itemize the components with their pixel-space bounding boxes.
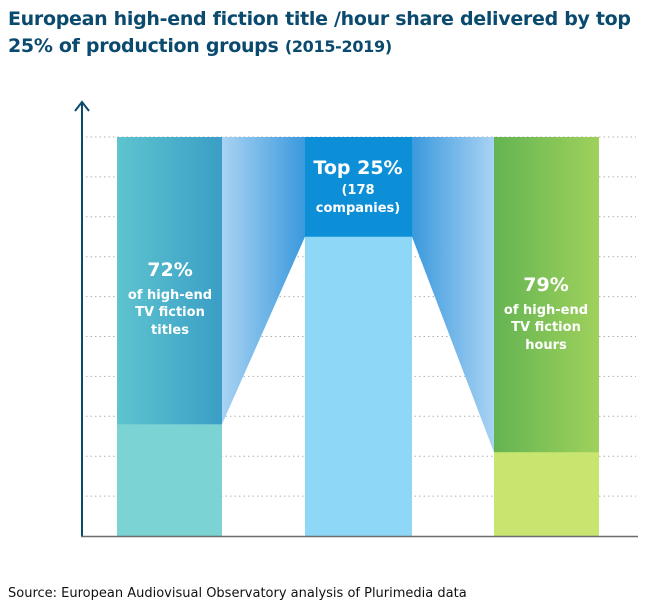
bar-production-groups (305, 137, 412, 536)
label-titles-line2: TV fiction (135, 305, 205, 320)
label-hours-pct: 79% (523, 274, 568, 296)
bar-production-groups-top-share (305, 137, 412, 237)
funnels (222, 137, 494, 453)
label-hours-line3: hours (525, 338, 567, 353)
chart-title-main: European high-end fiction title /hour sh… (8, 8, 631, 57)
y-axis-arrow-icon (74, 100, 90, 112)
funnel-hours (412, 137, 494, 453)
label-top-line2: companies) (316, 201, 400, 216)
label-hours-line1: of high-end (504, 303, 588, 318)
bar-hours-top-share (494, 137, 599, 453)
label-titles-pct: 72% (147, 259, 192, 281)
label-titles-line1: of high-end (128, 288, 212, 303)
bar-titles-top-share (117, 137, 222, 425)
label-hours-line2: TV fiction (511, 320, 581, 335)
bar-titles (117, 137, 222, 536)
chart-title-years: (2015-2019) (284, 37, 392, 56)
label-titles-line3: titles (151, 323, 189, 338)
label-top-line1: (178 (341, 183, 374, 198)
source-note: Source: European Audiovisual Observatory… (8, 586, 467, 601)
bar-hours (494, 137, 599, 536)
label-top-pct: Top 25% (313, 157, 402, 179)
funnel-titles (222, 137, 305, 425)
chart-title: European high-end fiction title /hour sh… (8, 6, 653, 60)
axes (74, 100, 638, 538)
